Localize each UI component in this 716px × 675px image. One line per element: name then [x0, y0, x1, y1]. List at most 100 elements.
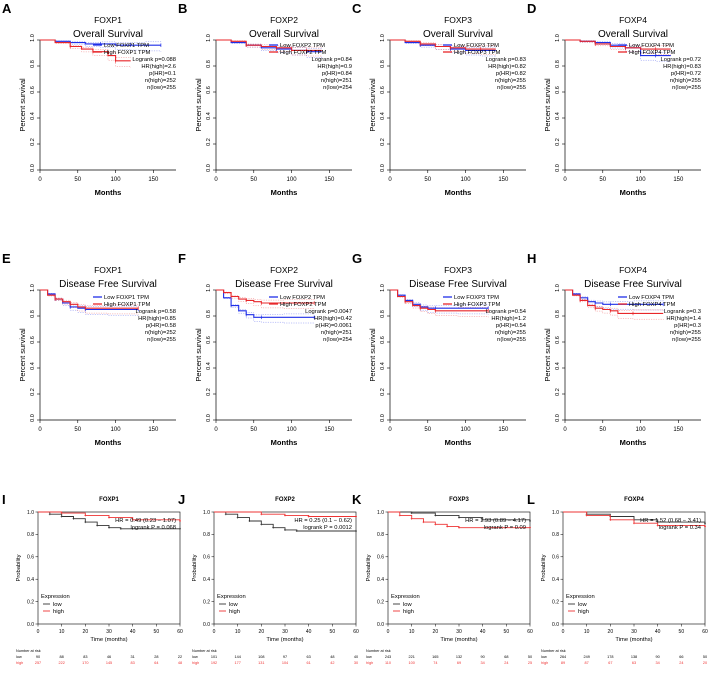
x-tick-label: 150 — [148, 427, 159, 433]
risk-value: 20 — [703, 661, 707, 665]
y-tick-label: 0.0 — [203, 622, 210, 628]
y-tick-label: 0.4 — [380, 112, 386, 120]
x-tick-label: 40 — [655, 629, 661, 635]
y-tick-label: 1.0 — [203, 510, 210, 516]
legend-label: high — [578, 609, 589, 615]
survival-chart-h: FOXP4 Disease Free Survival 0.0 0.2 0.4 0.6 0.… — [543, 265, 702, 447]
chart-title: Overall Survival — [598, 29, 668, 40]
x-tick-label: 150 — [673, 427, 684, 433]
stat-label: HR(high)=1.2 — [491, 316, 526, 322]
y-tick-label: 1.0 — [380, 284, 386, 292]
x-tick-label: 10 — [409, 629, 415, 635]
gene-title: FOXP4 — [624, 497, 644, 503]
risk-value: 31 — [131, 655, 135, 659]
stat-label: n(high)=255 — [495, 78, 526, 84]
x-axis-label: Months — [95, 188, 122, 197]
y-tick-label: 0.8 — [30, 60, 36, 68]
y-tick-label: 0.2 — [552, 599, 559, 605]
stat-label: logrank P = 0.34 — [659, 525, 702, 531]
risk-value: 257 — [35, 661, 41, 665]
y-tick-label: 0.4 — [203, 577, 210, 583]
stat-label: HR = 0.25 (0.1 − 0.62) — [294, 518, 352, 524]
y-tick-label: 0.6 — [380, 86, 386, 94]
x-tick-label: 50 — [74, 427, 81, 433]
y-tick-label: 0.8 — [552, 532, 559, 538]
stat-label: n(high)=255 — [670, 330, 701, 336]
risk-value: 90 — [656, 655, 660, 659]
y-tick-label: 0.0 — [380, 164, 386, 172]
stat-label: n(low)=255 — [672, 85, 701, 91]
x-tick-label: 20 — [83, 629, 89, 635]
stat-label: n(low)=255 — [497, 85, 526, 91]
risk-value: 28 — [154, 655, 158, 659]
x-tick-label: 50 — [330, 629, 336, 635]
risk-value: 68 — [504, 655, 508, 659]
x-tick-label: 60 — [527, 629, 533, 635]
panel-letter: L — [527, 492, 535, 507]
chart-title: Overall Survival — [249, 29, 319, 40]
y-tick-label: 0.2 — [380, 388, 386, 396]
y-tick-label: 0.8 — [380, 310, 386, 318]
stat-label: n(low)=255 — [672, 337, 701, 343]
x-axis-label: Time (months) — [90, 637, 127, 643]
y-tick-label: 0.0 — [552, 622, 559, 628]
x-tick-label: 100 — [287, 177, 298, 183]
y-axis-label: Probability — [16, 554, 22, 581]
x-tick-label: 150 — [148, 177, 159, 183]
y-tick-label: 0.2 — [27, 599, 34, 605]
risk-value: 145 — [106, 661, 112, 665]
legend-title: Expression — [566, 594, 595, 600]
x-tick-label: 50 — [599, 177, 606, 183]
risk-value: 22 — [178, 655, 182, 659]
y-tick-label: 1.0 — [30, 284, 36, 292]
legend-label: High FOXP4 TPM — [629, 302, 675, 308]
stat-label: n(high)=251 — [321, 330, 352, 336]
stat-label: HR = 0.49 (0.23 − 1.07) — [115, 518, 176, 524]
gene-title: FOXP2 — [270, 15, 298, 25]
risk-row-label: high — [541, 661, 548, 665]
y-axis-label: Probability — [366, 554, 372, 581]
x-tick-label: 0 — [213, 629, 216, 635]
x-tick-label: 0 — [562, 629, 565, 635]
risk-value: 165 — [432, 655, 438, 659]
stat-label: HR(high)=0.82 — [488, 64, 526, 70]
legend-label: low — [229, 602, 239, 608]
risk-value: 264 — [560, 655, 566, 659]
risk-value: 131 — [258, 661, 264, 665]
x-tick-label: 30 — [282, 629, 288, 635]
risk-title: Number at risk — [16, 649, 41, 653]
legend-label: Low FOXP3 TPM — [454, 43, 499, 49]
y-tick-label: 0.2 — [206, 138, 212, 146]
y-tick-label: 0.6 — [377, 555, 384, 561]
y-tick-label: 0.4 — [555, 112, 561, 120]
survival-curve-high — [390, 39, 496, 50]
y-tick-label: 0.0 — [555, 164, 561, 172]
legend-title: Expression — [41, 594, 70, 600]
y-axis-label: Percent survival — [543, 78, 552, 132]
risk-row-label: high — [192, 661, 199, 665]
panel-letter: G — [352, 251, 363, 266]
risk-title: Number at risk — [541, 649, 566, 653]
legend-label: low — [403, 602, 413, 608]
y-tick-label: 0.2 — [206, 388, 212, 396]
gene-title: FOXP4 — [619, 265, 647, 275]
stat-label: p(HR)=0.72 — [671, 71, 701, 77]
stat-label: p(HR)=0.3 — [674, 323, 701, 329]
gene-title: FOXP1 — [94, 265, 122, 275]
x-axis-label: Months — [620, 188, 647, 197]
risk-value: 90 — [481, 655, 485, 659]
y-tick-label: 1.0 — [555, 284, 561, 292]
gene-title: FOXP1 — [94, 15, 122, 25]
y-axis-label: Percent survival — [194, 328, 203, 382]
risk-value: 50 — [703, 655, 707, 659]
legend-label: low — [578, 602, 588, 608]
legend-label: High FOXP2 TPM — [280, 50, 326, 56]
panel-letter: F — [178, 251, 186, 266]
y-tick-label: 0.2 — [377, 599, 384, 605]
stat-label: p(HR)=0.1 — [149, 71, 176, 77]
x-tick-label: 150 — [673, 177, 684, 183]
risk-value: 132 — [456, 655, 462, 659]
stat-label: n(high)=252 — [145, 78, 176, 84]
y-tick-label: 0.4 — [552, 577, 559, 583]
gene-title: FOXP4 — [619, 15, 647, 25]
